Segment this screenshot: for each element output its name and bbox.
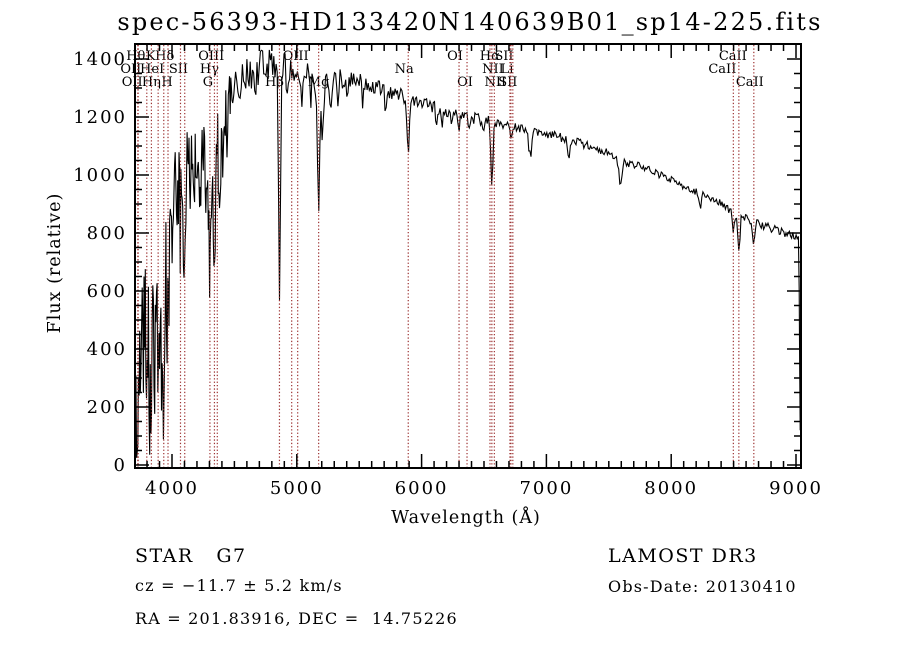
x-tick-label: 4000	[145, 478, 199, 499]
object-class: STAR G7	[135, 545, 247, 567]
x-tick-label: 6000	[395, 478, 449, 499]
spectral-line-label: CaII	[735, 75, 764, 90]
spectral-line-label: CaII	[708, 62, 737, 77]
spectral-line-label: NII	[482, 62, 504, 77]
x-axis-title: Wavelength (Å)	[391, 508, 541, 528]
survey-release: LAMOST DR3	[608, 545, 758, 567]
y-tick-label: 800	[87, 223, 127, 244]
cz-value: cz = −11.7 ± 5.2 km/s	[135, 576, 343, 595]
spectral-line-label: SII	[494, 49, 514, 64]
spectral-line-label: SII	[168, 62, 189, 77]
x-tick-label: 9000	[769, 478, 823, 499]
spectrum-curve	[135, 49, 801, 458]
plot-frame	[134, 43, 802, 469]
spectral-line-label: Hδ	[155, 49, 175, 64]
y-tick-label: 1200	[73, 107, 127, 128]
ra-dec-coords: RA = 201.83916, DEC = 14.75226	[135, 609, 458, 628]
spectral-line-label: H	[161, 75, 173, 90]
spectral-line-label: G	[202, 75, 214, 90]
y-tick-label: 400	[87, 339, 127, 360]
obs-date: Obs-Date: 20130410	[608, 577, 797, 596]
y-tick-label: 200	[87, 397, 127, 418]
x-tick-label: 8000	[644, 478, 698, 499]
spectral-line-label: OI	[457, 75, 473, 90]
y-tick-label: 1400	[73, 49, 127, 70]
x-tick-label: 5000	[270, 478, 324, 499]
spectral-line-label: Na	[394, 62, 414, 77]
y-tick-label: 0	[114, 455, 127, 476]
x-tick-label: 7000	[519, 478, 573, 499]
spectral-line-label: OIII	[282, 49, 309, 64]
y-tick-label: 600	[87, 281, 127, 302]
y-tick-label: 1000	[73, 165, 127, 186]
figure-title: spec-56393-HD133420N140639B01_sp14-225.f…	[117, 8, 823, 36]
spectral-line-label: K	[145, 49, 156, 64]
